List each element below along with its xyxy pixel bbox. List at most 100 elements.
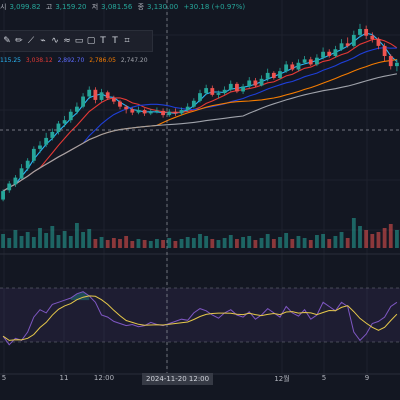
candle-body-29 — [179, 110, 184, 114]
candle-body-19 — [118, 101, 122, 107]
candle-body-61 — [376, 39, 381, 46]
moving-average-line-1 — [2, 38, 398, 192]
candle-body-56 — [345, 43, 350, 46]
volume-bar-63 — [388, 224, 393, 248]
candle-body-26 — [161, 110, 165, 116]
candle-body-36 — [222, 89, 227, 94]
candlesticks[interactable] — [1, 23, 399, 202]
rsi-indicator — [2, 291, 398, 346]
volume-bar-34 — [210, 239, 215, 248]
volume-bar-0 — [1, 234, 5, 248]
candle-body-50 — [308, 59, 313, 65]
x-label-5: 5 — [321, 374, 327, 382]
volume-bar-36 — [222, 238, 227, 248]
volume-bar-62 — [382, 228, 387, 248]
volume-bar-12 — [75, 223, 79, 248]
candle-body-53 — [327, 51, 332, 56]
volume-bars — [1, 218, 399, 248]
candle-body-43 — [265, 72, 270, 79]
drawing-toolbar: ✎ ✏ ⟋ ⌁ ∿ ≈ ▭ ▢ T T ⌗ — [0, 30, 153, 52]
volume-bar-31 — [191, 238, 196, 248]
candle-body-13 — [81, 96, 85, 107]
volume-bar-48 — [296, 236, 301, 248]
indicator-values: 115.25 3,038.12 2,892.70 2,786.05 2,747.… — [0, 56, 151, 66]
rectangle-alt-icon[interactable]: ▢ — [86, 36, 96, 46]
indicator-value-5: 2,747.20 — [120, 57, 148, 64]
volume-bar-55 — [339, 232, 344, 248]
volume-bar-45 — [278, 237, 282, 248]
rsi-signal-line — [2, 295, 398, 341]
candle-body-51 — [315, 57, 319, 65]
volume-bar-46 — [284, 233, 289, 248]
candle-body-40 — [247, 80, 252, 87]
indicator-value-4: 2,786.05 — [89, 57, 116, 64]
candle-body-48 — [296, 62, 301, 70]
volume-bar-19 — [118, 239, 122, 248]
x-label-3: 12:00 — [93, 374, 115, 382]
candle-body-23 — [142, 110, 147, 114]
candle-body-1 — [7, 183, 12, 191]
open-label: 시 — [0, 3, 7, 11]
wave-icon[interactable]: ∿ — [51, 36, 59, 46]
text-icon[interactable]: T — [100, 36, 106, 46]
frame-icon[interactable]: ⌗ — [124, 36, 130, 46]
rsi-overbought-fill — [70, 291, 90, 301]
low-label: 저 — [91, 3, 99, 11]
candle-body-41 — [253, 80, 258, 86]
candle-body-60 — [370, 35, 375, 40]
candle-body-39 — [241, 86, 245, 92]
indicator-value-2: 3,038.12 — [25, 57, 53, 64]
candle-body-17 — [105, 92, 110, 99]
volume-bar-43 — [265, 234, 270, 248]
volume-bar-6 — [38, 228, 42, 248]
volume-bar-17 — [105, 240, 110, 248]
candle-body-55 — [339, 43, 344, 50]
rectangle-icon[interactable]: ▭ — [74, 36, 84, 46]
volume-bar-3 — [19, 236, 24, 248]
path-icon[interactable]: ⌁ — [40, 36, 46, 46]
candle-body-34 — [210, 88, 215, 95]
indicator-value-3: 2,892.70 — [57, 57, 85, 64]
volume-bar-23 — [142, 240, 147, 248]
text-alt-icon[interactable]: T — [112, 36, 118, 46]
candle-body-10 — [62, 120, 67, 124]
crosshair-date-label: 2024-11-20 12:00 — [142, 373, 214, 385]
candle-body-3 — [19, 168, 24, 179]
volume-bar-4 — [25, 232, 30, 248]
candle-body-44 — [271, 72, 276, 78]
rsi-band — [0, 288, 400, 342]
candle-body-9 — [56, 123, 61, 132]
volume-bar-32 — [198, 234, 202, 248]
zigzag-icon[interactable]: ≈ — [63, 36, 71, 46]
volume-bar-52 — [321, 234, 325, 248]
candle-body-58 — [358, 28, 362, 35]
pen-icon[interactable]: ⟋ — [27, 36, 35, 46]
volume-bar-9 — [56, 235, 61, 248]
volume-bar-22 — [136, 239, 141, 248]
change-value: +30.18 (+0.97%) — [183, 3, 246, 11]
high-label: 고 — [45, 3, 53, 11]
candle-body-62 — [382, 45, 387, 56]
brush-icon[interactable]: ✎ — [3, 36, 11, 46]
candle-body-16 — [99, 92, 104, 100]
candle-body-14 — [87, 89, 92, 97]
x-axis: 5 11 12:00 12월 5 9 — [0, 374, 400, 386]
volume-bar-41 — [253, 240, 258, 248]
x-label-2: 11 — [59, 374, 69, 382]
candle-body-22 — [136, 110, 141, 113]
candle-body-12 — [75, 106, 79, 112]
volume-bar-58 — [358, 226, 362, 248]
rsi-line — [2, 291, 398, 346]
candle-body-28 — [173, 111, 178, 114]
candle-body-11 — [68, 111, 73, 121]
candle-body-32 — [198, 93, 202, 101]
volume-bar-56 — [345, 238, 350, 248]
volume-bar-47 — [290, 239, 295, 248]
brush-bold-icon[interactable]: ✏ — [15, 36, 23, 46]
close-value: 3,130.00 — [147, 3, 179, 11]
moving-averages — [2, 32, 398, 192]
volume-bar-28 — [173, 241, 178, 248]
volume-bar-49 — [302, 238, 307, 248]
volume-bar-27 — [167, 238, 172, 248]
volume-bar-59 — [364, 230, 369, 248]
